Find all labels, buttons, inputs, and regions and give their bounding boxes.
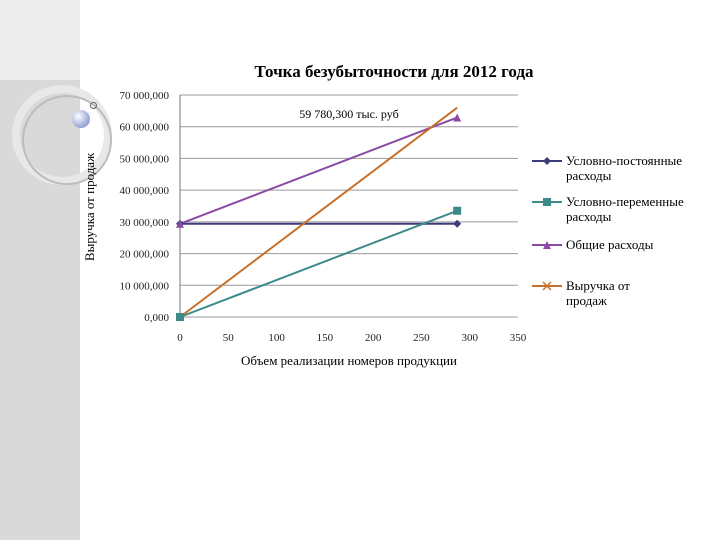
legend-label: Общие расходы	[566, 237, 654, 252]
x-tick-label: 250	[413, 332, 430, 344]
data-point	[543, 198, 551, 206]
y-tick-label: 60 000,000	[120, 122, 170, 134]
y-tick-label: 10 000,000	[120, 280, 170, 292]
data-point	[542, 281, 552, 291]
data-point	[453, 113, 462, 122]
slide-side-panel-top	[0, 0, 80, 80]
chart-legend: Условно-постоянные расходы Условно-перемен…	[532, 153, 684, 308]
y-tick-label: 20 000,000	[120, 249, 170, 261]
data-point	[176, 219, 184, 228]
y-tick-label: 30 000,000	[120, 217, 170, 229]
y-tick-label: 50 000,000	[120, 153, 170, 165]
x-tick-label: 300	[461, 332, 478, 344]
x-axis-title: Объем реализации номеров продукции	[241, 353, 457, 368]
data-point	[176, 313, 184, 321]
series-line	[179, 106, 458, 318]
data-point	[453, 206, 462, 215]
decorative-small-circle	[90, 102, 97, 109]
data-point	[543, 241, 551, 249]
y-tick-label: 70 000,000	[120, 90, 170, 102]
y-axis-ticks: 0,000 10 000,000 20 000,000 30 000,000 40 00…	[120, 90, 170, 324]
legend-item: Общие расходы	[532, 237, 654, 252]
series-markers	[176, 113, 462, 321]
chart-title: Точка безубыточности для 2012 года	[254, 62, 534, 81]
x-tick-label: 50	[223, 332, 235, 344]
data-point	[453, 219, 462, 228]
data-point	[543, 157, 551, 165]
x-tick-label: 0	[177, 332, 183, 344]
legend-label: Выручка от продаж	[566, 278, 630, 308]
decorative-ring-inner	[22, 95, 112, 185]
legend-item: Выручка от продаж	[532, 278, 630, 308]
x-tick-label: 150	[317, 332, 334, 344]
decorative-bullet-dot	[72, 110, 90, 128]
x-tick-label: 100	[268, 332, 285, 344]
y-tick-label: 0,000	[144, 312, 169, 324]
break-even-annotation: 59 780,300 тыс. руб	[299, 107, 398, 121]
legend-item: Условно-переменные расходы	[532, 194, 684, 224]
x-tick-label: 350	[510, 332, 527, 344]
x-tick-label: 200	[365, 332, 382, 344]
x-axis-ticks: 0 50 100 150 200 250 300 350	[177, 332, 527, 344]
legend-item: Условно-постоянные расходы	[532, 153, 682, 183]
series-line	[179, 209, 458, 318]
series-line	[179, 116, 458, 225]
chart-grid	[179, 94, 518, 318]
y-tick-label: 40 000,000	[120, 185, 170, 197]
series-lines	[179, 106, 458, 318]
y-axis-title: Выручка от продаж	[82, 152, 97, 261]
legend-label: Условно-постоянные расходы	[566, 153, 682, 183]
legend-label: Условно-переменные расходы	[566, 194, 684, 224]
